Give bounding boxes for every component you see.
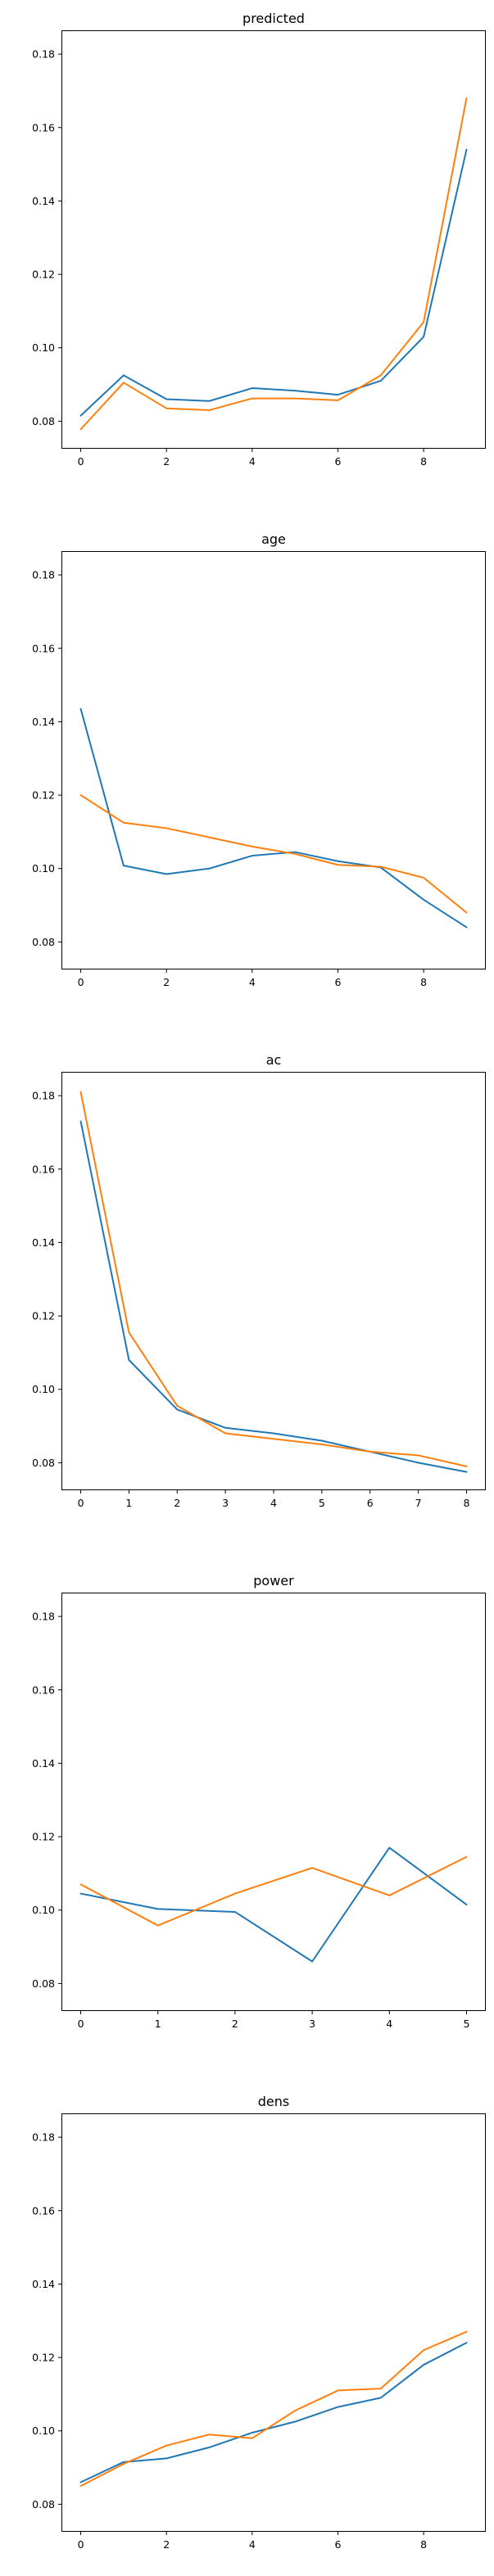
y-tick-label: 0.08 <box>32 936 55 948</box>
x-tick-label: 6 <box>335 976 342 988</box>
y-tick-label: 0.18 <box>32 1611 55 1623</box>
y-tick-label: 0.16 <box>32 2204 55 2217</box>
y-tick-label: 0.10 <box>32 862 55 874</box>
y-tick-label: 0.12 <box>32 269 55 281</box>
x-tick-label: 4 <box>386 2018 392 2030</box>
x-tick-label: 3 <box>309 2018 315 2030</box>
x-tick-label: 2 <box>232 2018 238 2030</box>
y-tick-label: 0.18 <box>32 569 55 581</box>
x-tick-label: 6 <box>335 2538 342 2551</box>
x-tick-label: 3 <box>222 1497 229 1509</box>
x-tick-label: 2 <box>163 2538 170 2551</box>
x-tick-label: 8 <box>420 976 427 988</box>
x-tick-label: 1 <box>155 2018 161 2030</box>
y-tick-label: 0.14 <box>32 1757 55 1769</box>
series-line-0 <box>79 148 468 417</box>
axes-frame <box>61 1593 486 2011</box>
series-line-1 <box>79 2330 468 2487</box>
series-line-1 <box>79 794 468 914</box>
x-tick-label: 6 <box>335 455 342 468</box>
x-tick-label: 4 <box>249 976 256 988</box>
x-tick-label: 7 <box>415 1497 422 1509</box>
series-line-1 <box>79 1091 468 1467</box>
y-tick-label: 0.12 <box>32 1831 55 1843</box>
y-tick-label: 0.10 <box>32 1904 55 1916</box>
x-tick-label: 0 <box>78 455 84 468</box>
series-line-0 <box>79 2342 468 2483</box>
axes-frame <box>61 1072 486 1490</box>
y-tick-label: 0.08 <box>32 415 55 427</box>
x-tick-label: 4 <box>270 1497 277 1509</box>
chart-title: ac <box>266 1052 282 1068</box>
y-tick-label: 0.16 <box>32 121 55 133</box>
y-tick-label: 0.14 <box>32 716 55 728</box>
chart-title: age <box>261 531 286 547</box>
y-tick-label: 0.16 <box>32 1163 55 1175</box>
chart-0: predicted 0.08 0.10 0.12 0.14 0.16 0.18 0 2 4 6 8 <box>32 11 486 468</box>
x-tick-label: 0 <box>78 2538 84 2551</box>
x-tick-label: 0 <box>78 1497 84 1509</box>
y-tick-label: 0.10 <box>32 2425 55 2437</box>
chart-title: dens <box>258 2094 289 2109</box>
chart-title: power <box>253 1573 294 1589</box>
series-line-0 <box>79 707 468 929</box>
y-tick-label: 0.18 <box>32 2131 55 2144</box>
chart-1: age 0.08 0.10 0.12 0.14 0.16 0.18 0 2 4 6 8 <box>32 531 486 988</box>
x-tick-label: 8 <box>463 1497 469 1509</box>
x-tick-label: 6 <box>367 1497 374 1509</box>
chart-3: power 0.08 0.10 0.12 0.14 0.16 0.18 0 1 2 3 4 5 <box>32 1573 486 2030</box>
x-tick-label: 1 <box>125 1497 132 1509</box>
y-tick-label: 0.08 <box>32 1457 55 1469</box>
y-tick-label: 0.14 <box>32 195 55 207</box>
x-tick-label: 2 <box>174 1497 180 1509</box>
y-tick-label: 0.10 <box>32 1383 55 1395</box>
y-tick-label: 0.18 <box>32 48 55 61</box>
y-tick-label: 0.14 <box>32 2278 55 2290</box>
y-tick-label: 0.16 <box>32 1683 55 1696</box>
x-tick-label: 4 <box>249 455 256 468</box>
series-line-1 <box>79 97 468 431</box>
x-tick-label: 4 <box>249 2538 256 2551</box>
x-tick-label: 8 <box>420 2538 427 2551</box>
y-tick-label: 0.16 <box>32 642 55 654</box>
y-tick-label: 0.14 <box>32 1236 55 1249</box>
series-line-1 <box>79 1855 468 1927</box>
x-tick-label: 5 <box>463 2018 469 2030</box>
axes-frame <box>61 2113 486 2532</box>
x-tick-label: 0 <box>78 976 84 988</box>
series-line-0 <box>79 1120 468 1473</box>
y-tick-label: 0.08 <box>32 2498 55 2510</box>
axes-frame <box>61 30 486 449</box>
y-tick-label: 0.12 <box>32 789 55 802</box>
axes-frame <box>61 551 486 969</box>
series-line-0 <box>79 1846 468 1963</box>
y-tick-label: 0.08 <box>32 1977 55 1990</box>
chart-title: predicted <box>242 11 305 26</box>
chart-2: ac 0.08 0.10 0.12 0.14 0.16 0.18 0 1 2 3 4 5 6 7 8 <box>32 1052 486 1509</box>
x-tick-label: 2 <box>163 455 170 468</box>
x-tick-label: 5 <box>319 1497 325 1509</box>
x-tick-label: 2 <box>163 976 170 988</box>
y-tick-label: 0.12 <box>32 1310 55 1322</box>
chart-4: dens 0.08 0.10 0.12 0.14 0.16 0.18 0 2 4 6 8 <box>32 2094 486 2551</box>
x-tick-label: 8 <box>420 455 427 468</box>
y-tick-label: 0.18 <box>32 1090 55 1102</box>
y-tick-label: 0.12 <box>32 2352 55 2364</box>
x-tick-label: 0 <box>78 2018 84 2030</box>
y-tick-label: 0.10 <box>32 341 55 354</box>
